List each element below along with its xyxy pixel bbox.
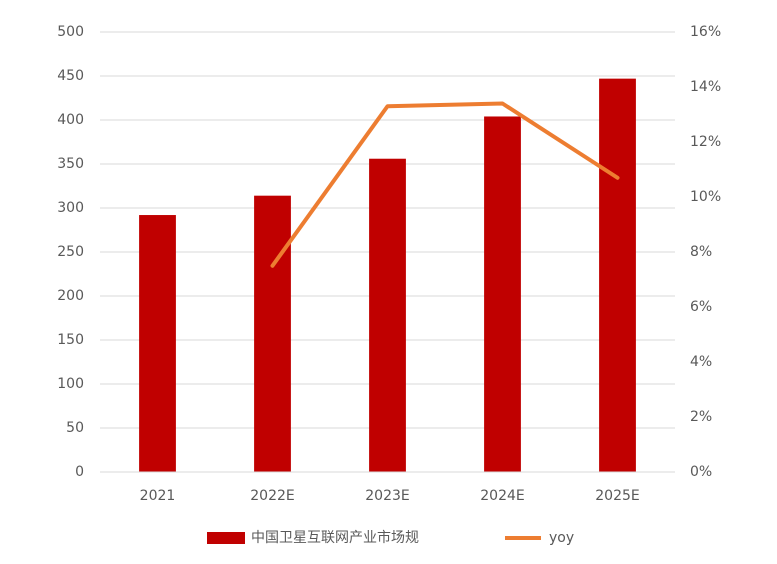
y-tick-label: 200 bbox=[57, 288, 84, 304]
x-tick-label: 2025E bbox=[595, 488, 639, 504]
y-tick-label: 350 bbox=[57, 156, 84, 172]
y-tick-label: 100 bbox=[57, 376, 84, 392]
y-tick-label: 450 bbox=[57, 68, 84, 84]
bar bbox=[599, 78, 636, 472]
y2-tick-label: 0% bbox=[690, 464, 712, 480]
y2-tick-label: 16% bbox=[690, 24, 721, 40]
x-tick-label: 2021 bbox=[140, 488, 176, 504]
y2-tick-label: 8% bbox=[690, 244, 712, 260]
y-tick-label: 150 bbox=[57, 332, 84, 348]
y2-tick-label: 4% bbox=[690, 354, 712, 370]
bar bbox=[139, 215, 176, 473]
y2-tick-label: 12% bbox=[690, 134, 721, 150]
x-tick-label: 2022E bbox=[250, 488, 294, 504]
y2-tick-label: 6% bbox=[690, 299, 712, 315]
y2-tick-label: 14% bbox=[690, 79, 721, 95]
bar bbox=[369, 158, 406, 472]
y-tick-label: 500 bbox=[57, 24, 84, 40]
x-tick-label: 2023E bbox=[365, 488, 409, 504]
y-tick-label: 50 bbox=[66, 420, 84, 436]
line bbox=[270, 101, 620, 268]
y-tick-label: 400 bbox=[57, 112, 84, 128]
y2-tick-label: 10% bbox=[690, 189, 721, 205]
y2-tick-label: 2% bbox=[690, 409, 712, 425]
x-tick-label: 2024E bbox=[480, 488, 524, 504]
y-tick-label: 300 bbox=[57, 200, 84, 216]
legend-label: yoy bbox=[549, 530, 574, 546]
bar bbox=[254, 195, 291, 472]
y-tick-label: 0 bbox=[75, 464, 84, 480]
legend-swatch bbox=[207, 532, 245, 544]
legend-label: 中国卫星互联网产业市场规 bbox=[251, 529, 419, 546]
y-tick-label: 250 bbox=[57, 244, 84, 260]
bar bbox=[484, 116, 521, 472]
